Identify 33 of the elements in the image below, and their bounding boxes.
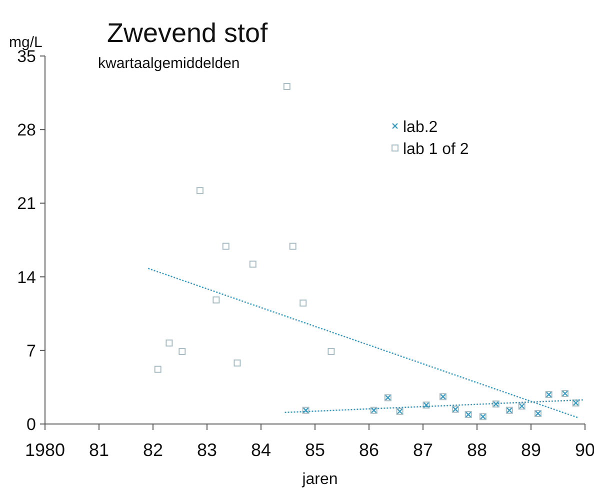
x-tick-label: 84 <box>250 440 272 460</box>
y-tick-label: 14 <box>17 268 36 287</box>
x-tick-label: 89 <box>520 440 542 460</box>
legend-label: lab 1 of 2 <box>403 141 469 158</box>
y-tick-label: 0 <box>26 415 36 434</box>
point <box>222 242 230 250</box>
x-tick-label: 83 <box>196 440 218 460</box>
point <box>196 187 204 194</box>
point <box>289 242 296 250</box>
point <box>249 260 256 268</box>
legend-label: lab.2 <box>403 119 438 136</box>
point <box>212 296 220 304</box>
x-tick-label: 1980 <box>24 440 66 460</box>
point <box>234 360 241 367</box>
x-tick-label: 82 <box>142 440 164 460</box>
chart-subtitle: kwartaalgemiddelden <box>98 55 240 72</box>
x-axis-title: jaren <box>301 471 338 488</box>
x-tick-label: 81 <box>88 440 110 460</box>
point <box>166 340 173 347</box>
point <box>300 300 307 307</box>
x-tick-label: 86 <box>358 440 380 460</box>
x-tick-label: 85 <box>304 440 326 460</box>
chart-title: Zwevend stof <box>107 18 268 48</box>
point <box>283 82 290 90</box>
y-tick-label: 21 <box>17 194 36 214</box>
y-tick-label: 28 <box>17 120 36 140</box>
x-tick-label: 88 <box>466 440 488 460</box>
point <box>328 348 335 355</box>
point <box>154 366 162 373</box>
x-tick-label: 87 <box>412 440 434 460</box>
point <box>178 348 186 355</box>
y-tick-label: 7 <box>26 341 36 360</box>
x-tick-label: 90 <box>574 440 594 460</box>
